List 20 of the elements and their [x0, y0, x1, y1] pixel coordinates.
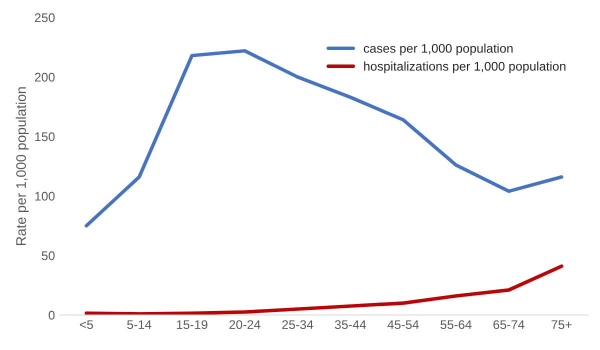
x-tick-label: 25-34: [282, 320, 314, 330]
x-tick-label: 45-54: [388, 320, 419, 330]
y-tick-label: 50: [42, 251, 55, 260]
x-tick-label: <5: [80, 320, 93, 330]
x-tick-label: 65-74: [493, 320, 524, 330]
line-series: [84, 264, 564, 315]
y-tick-label: 100: [35, 192, 55, 201]
x-tick-label: 55-64: [440, 320, 472, 330]
legend-label: cases per 1,000 population: [364, 44, 513, 56]
y-tick-label: 0: [48, 310, 55, 320]
legend-label: hospitalizations per 1,000 population: [364, 62, 566, 74]
y-tick-label: 200: [34, 72, 55, 82]
x-tick-label: 35-44: [334, 320, 366, 330]
y-tick-label: 150: [35, 132, 55, 142]
y-axis-title: Rate per 1,000 population: [16, 87, 29, 246]
x-tick-label: 5-14: [127, 320, 152, 330]
x-tick-label: 20-24: [229, 320, 260, 330]
x-tick-label: 15-19: [176, 320, 208, 330]
x-tick-label: 75+: [552, 320, 572, 330]
y-tick-label: 250: [34, 13, 55, 22]
